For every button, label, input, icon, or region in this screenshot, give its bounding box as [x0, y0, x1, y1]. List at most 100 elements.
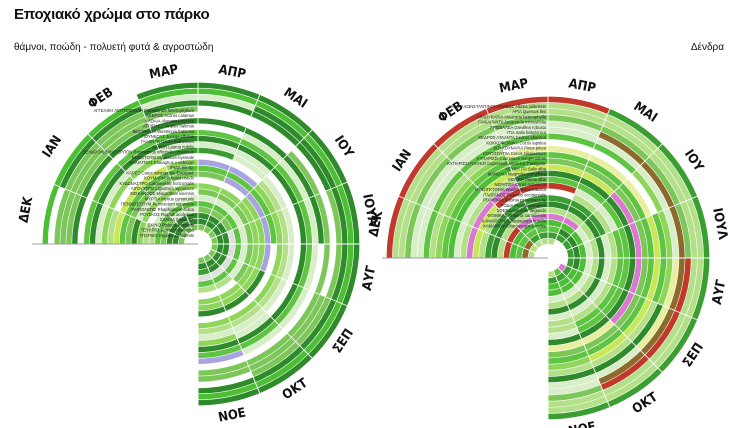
plant-label: ΣΦΕΝΔΑΜΙ Acer negundo: [497, 208, 547, 213]
ring-segment: [235, 312, 271, 339]
plant-label: ΕΛΑΙΑΓΝΟΣ Elaeagnus x ebbingei: [129, 160, 194, 165]
ring-segment: [485, 195, 573, 258]
plant-label: ΜΟΥΡΙΑ Morus alba: [508, 177, 546, 182]
ring-segment: [572, 282, 612, 322]
ring-segment: [548, 379, 601, 395]
ring-segment: [502, 139, 658, 215]
ring-segment: [178, 224, 206, 244]
ring-segment: [548, 322, 577, 334]
ring-segment: [503, 226, 521, 258]
plant-label: ΑΓΓΕΛΙΚΗ ΛΕΠΤΟΦΥΛΛΗ Pittosporum heteroph…: [93, 108, 194, 113]
ring-segment: [569, 200, 606, 237]
month-label: ΜΑΡ: [498, 76, 530, 97]
plant-label: ΚΥΔΩΝΑΣΤΡΟ Cotoneaster horizontalis: [119, 181, 194, 186]
ring-segment: [411, 161, 456, 258]
month-divider: [558, 194, 700, 254]
ring-segment: [610, 191, 642, 325]
plant-label: ΡΑΦΙΟΛΕΠΙΣ Rhaphiolepis indica: [131, 207, 194, 212]
plant-label: ΑΛΘΑΙΑ Alocasia japonica: [145, 118, 195, 123]
ring-segment: [493, 115, 691, 258]
ring-segment: [95, 204, 109, 244]
ring-segment: [632, 170, 673, 306]
ring-segment: [548, 293, 565, 303]
month-divider: [552, 106, 612, 248]
ring-segment: [548, 359, 654, 408]
plant-label: ΛΕΥΚΗ ΙΤΑ Salix alba: [505, 166, 546, 171]
ring-segment: [528, 238, 556, 258]
ring-segment: [548, 207, 595, 241]
ring-segment: [147, 112, 292, 155]
ring-segment: [548, 346, 641, 389]
month-divider: [208, 180, 350, 240]
ring-segment: [140, 94, 256, 111]
plant-label: ΟΥΑΣΙΓΚΤΟΝΙΑ Washingtonia robusta: [475, 187, 547, 192]
month-label: ΙΟΥ: [681, 147, 706, 175]
ring-segment: [172, 177, 246, 201]
ring-segment: [548, 368, 663, 420]
ring-segment: [548, 333, 582, 346]
ring-segment: [198, 244, 224, 270]
ring-segment: [514, 170, 610, 201]
ring-segment: [113, 165, 168, 244]
plant-label: ΧΑΜΑΙΡΩΨ Chamaerops excelsa: [483, 224, 547, 229]
ring-segment: [205, 220, 224, 244]
month-divider: [46, 180, 188, 240]
ring-segment: [466, 182, 520, 258]
ring-segment: [304, 244, 354, 354]
chart-subtitle-trees: Δένδρα: [690, 42, 724, 53]
ring-segment: [588, 215, 661, 362]
ring-segment: [636, 258, 679, 351]
ring-segment: [570, 231, 584, 246]
ring-segment: [198, 159, 258, 189]
ring-segment: [529, 232, 548, 244]
plant-label: ΑΚΑΚΙΑ ΚΩΝΣΤΑΝΤΙΝΟΥΠΟΛΕΩΣ Albizia julibr…: [448, 104, 546, 109]
ring-segment: [198, 276, 282, 335]
ring-segment: [244, 127, 324, 244]
ring-segment: [216, 244, 230, 267]
ring-segment: [276, 209, 289, 279]
ring-segment: [548, 384, 603, 401]
ring-segment: [155, 201, 215, 244]
ring-segment: [137, 220, 147, 244]
ring-segment: [392, 102, 608, 258]
plant-label: ΓΡΕΒΙΛΛΕΑ Grevillea robusta: [490, 125, 546, 130]
month-label: ΝΟΕ: [217, 406, 247, 426]
plant-label: ΜΙΣΚΑΝΘΟΣ Miscanthus sinensis: [130, 191, 194, 196]
plant-label: ΔΕΝΔΡΟΛΙΒΑΝΟ ΕΡΠΟΝ Rosmarinus officinali…: [83, 150, 194, 155]
ring-segment: [287, 150, 330, 244]
ring-segment: [42, 100, 141, 244]
month-divider: [81, 127, 190, 236]
ring-segment: [578, 243, 587, 258]
ring-segment: [598, 131, 675, 208]
ring-segment: [198, 274, 233, 293]
ring-segment: [600, 258, 691, 391]
ring-segment: [228, 260, 244, 279]
month-divider: [202, 254, 262, 396]
ring-segment: [574, 229, 624, 328]
plant-label: ΛΙΓΟΥΣΤΡΟ Ligustrum japonicum: [131, 186, 195, 191]
ring-segment: [548, 296, 646, 364]
ring-segment: [83, 138, 157, 244]
plant-label: ΜΥΡΤΙΑ Myrtus communis: [145, 196, 194, 201]
ring-segment: [257, 94, 360, 245]
ring-segment: [136, 82, 260, 100]
ring-segment: [516, 226, 561, 258]
ring-segment: [154, 129, 304, 203]
ring-segment: [36, 94, 139, 245]
ring-segment: [241, 325, 283, 355]
plant-label: ΚΥΠΑΡΙΣΣΙ Cupressus sempervirens: [477, 156, 546, 161]
plant-label: ΑΡΑΟΥΚΑΡΙΑ Araucaria heterophylla: [477, 114, 547, 119]
plant-label: ΓΚΑΟΥΡΑ Gaura lindheimeri: [141, 139, 194, 144]
ring-segment: [548, 238, 599, 309]
ring-segment: [548, 279, 606, 321]
ring-segment: [198, 269, 266, 317]
ring-segment: [516, 213, 580, 231]
ring-segment: [207, 262, 221, 273]
ring-segment: [429, 148, 505, 258]
ring-segment: [198, 267, 210, 276]
ring-segment: [658, 258, 710, 373]
ring-segment: [198, 279, 237, 299]
month-divider: [558, 262, 700, 322]
ring-segment: [207, 215, 230, 244]
ring-segment: [451, 131, 498, 166]
